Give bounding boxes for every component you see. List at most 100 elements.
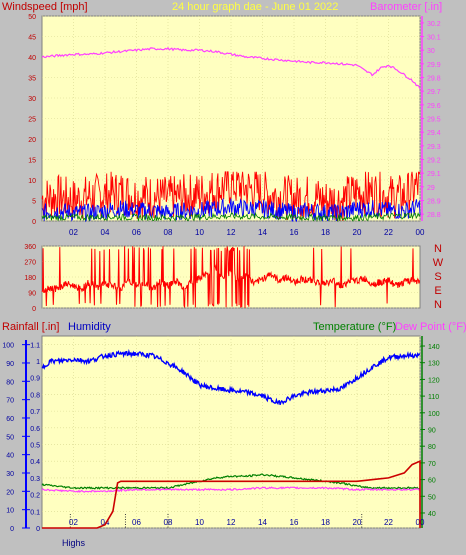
humidity-tick-label: 0 bbox=[10, 526, 14, 533]
wind-y-tick-label: 0 bbox=[32, 219, 36, 226]
compass-label: E bbox=[434, 285, 441, 297]
climate-x-tick-label: 20 bbox=[353, 518, 362, 527]
wind-y-tick-label: 5 bbox=[32, 199, 36, 206]
wind-x-tick-label: 00 bbox=[416, 228, 425, 237]
humidity-tick-label: 60 bbox=[6, 416, 14, 423]
barometer-tick-label: 29.4 bbox=[427, 130, 441, 137]
rain-tick-label: 1 bbox=[36, 359, 40, 366]
wind-y-tick-label: 30 bbox=[28, 96, 36, 103]
rainfall-line bbox=[42, 459, 421, 529]
humidity-label: Humidity bbox=[68, 321, 111, 333]
wind-y-tick-label: 50 bbox=[28, 14, 36, 21]
wind-x-tick-label: 20 bbox=[353, 228, 362, 237]
direction-y-tick-label: 180 bbox=[24, 275, 36, 282]
climate-x-tick-label: 04 bbox=[101, 518, 110, 527]
rain-tick-label: 0.9 bbox=[30, 376, 40, 383]
wind-y-tick-label: 15 bbox=[28, 158, 36, 165]
rain-tick-label: 0.6 bbox=[30, 426, 40, 433]
humidity-tick-label: 90 bbox=[6, 361, 14, 368]
wind-x-tick-label: 02 bbox=[69, 228, 78, 237]
compass-label: N bbox=[434, 299, 442, 311]
barometer-label: Barometer [.in] bbox=[370, 1, 443, 13]
wind-x-tick-label: 16 bbox=[290, 228, 299, 237]
temperature-tick-label: 60 bbox=[428, 478, 436, 485]
temperature-tick-label: 40 bbox=[428, 511, 436, 518]
barometer-tick-label: 29 bbox=[427, 185, 435, 192]
climate-x-tick-label: 12 bbox=[227, 518, 236, 527]
humidity-tick-label: 50 bbox=[6, 434, 14, 441]
direction-y-tick-label: 270 bbox=[24, 260, 36, 267]
windspeed-label: Windspeed [mph] bbox=[2, 1, 88, 13]
wind-x-tick-label: 04 bbox=[101, 228, 110, 237]
humidity-line bbox=[41, 348, 421, 406]
wind-y-tick-label: 10 bbox=[28, 178, 36, 185]
compass-label: W bbox=[433, 257, 444, 269]
wind-low-line bbox=[41, 212, 421, 223]
wind-x-tick-label: 08 bbox=[164, 228, 173, 237]
wind-x-tick-label: 06 bbox=[132, 228, 141, 237]
barometer-tick-label: 30 bbox=[427, 48, 435, 55]
barometer-tick-label: 28.9 bbox=[427, 199, 441, 206]
wind-y-tick-label: 35 bbox=[28, 76, 36, 83]
barometer-tick-label: 29.9 bbox=[427, 62, 441, 69]
wind-x-tick-label: 12 bbox=[227, 228, 236, 237]
climate-x-tick-label: 22 bbox=[384, 518, 393, 527]
rain-tick-label: 0.4 bbox=[30, 459, 40, 466]
footer-highs-label: Highs bbox=[62, 538, 86, 548]
compass-label: N bbox=[434, 243, 442, 255]
humidity-tick-label: 20 bbox=[6, 489, 14, 496]
temperature-tick-label: 80 bbox=[428, 444, 436, 451]
wind-y-tick-label: 20 bbox=[28, 137, 36, 144]
barometer-tick-label: 29.5 bbox=[427, 117, 441, 124]
wind-y-tick-label: 25 bbox=[28, 117, 36, 124]
rain-tick-label: 0.3 bbox=[30, 476, 40, 483]
climate-x-tick-label: 06 bbox=[132, 518, 141, 527]
wind-y-tick-label: 45 bbox=[28, 35, 36, 42]
temperature-tick-label: 100 bbox=[428, 411, 440, 418]
direction-y-tick-label: 90 bbox=[28, 291, 36, 298]
barometer-tick-label: 29.1 bbox=[427, 171, 441, 178]
wind-x-tick-label: 14 bbox=[258, 228, 267, 237]
humidity-tick-label: 40 bbox=[6, 453, 14, 460]
barometer-tick-label: 30.2 bbox=[427, 21, 441, 28]
humidity-tick-label: 10 bbox=[6, 508, 14, 515]
rain-tick-label: 0.2 bbox=[30, 493, 40, 500]
barometer-tick-label: 28.8 bbox=[427, 212, 441, 219]
wind-x-tick-label: 18 bbox=[321, 228, 330, 237]
barometer-tick-label: 29.7 bbox=[427, 89, 441, 96]
climate-x-tick-label: 16 bbox=[290, 518, 299, 527]
rain-tick-label: 0.5 bbox=[30, 443, 40, 450]
climate-x-tick-label: 18 bbox=[321, 518, 330, 527]
humidity-tick-label: 80 bbox=[6, 379, 14, 386]
direction-y-tick-label: 0 bbox=[32, 306, 36, 313]
temperature-tick-label: 110 bbox=[428, 394, 439, 401]
rainfall-label: Rainfall [.in] bbox=[2, 321, 60, 333]
barometer-tick-label: 29.2 bbox=[427, 158, 441, 165]
graph-title: 24 hour graph dae - June 01 2022 bbox=[172, 1, 339, 13]
climate-x-tick-label: 10 bbox=[195, 518, 204, 527]
humidity-tick-label: 100 bbox=[2, 343, 14, 350]
compass-label: S bbox=[434, 271, 441, 283]
rain-tick-label: 0.7 bbox=[30, 409, 40, 416]
temperature-tick-label: 70 bbox=[428, 461, 436, 468]
temperature-tick-label: 140 bbox=[428, 344, 440, 351]
dewpoint-label: Dew Point (°F) bbox=[395, 321, 466, 333]
rain-tick-label: 1.1 bbox=[30, 342, 40, 349]
temperature-tick-label: 130 bbox=[428, 361, 440, 368]
wind-x-tick-label: 10 bbox=[195, 228, 204, 237]
barometer-tick-label: 29.6 bbox=[427, 103, 441, 110]
temperature-label: Temperature (°F) bbox=[313, 321, 397, 333]
climate-x-tick-label: 02 bbox=[69, 518, 78, 527]
wind-average-line bbox=[41, 197, 421, 223]
barometer-tick-label: 30.1 bbox=[427, 35, 441, 42]
temperature-tick-label: 90 bbox=[428, 427, 436, 434]
wind-y-tick-label: 40 bbox=[28, 55, 36, 62]
barometer-tick-label: 29.8 bbox=[427, 76, 441, 83]
temperature-tick-label: 50 bbox=[428, 494, 436, 501]
rain-tick-label: 0.1 bbox=[30, 509, 40, 516]
wind-x-tick-label: 22 bbox=[384, 228, 393, 237]
rain-tick-label: 0.8 bbox=[30, 392, 40, 399]
humidity-tick-label: 70 bbox=[6, 398, 14, 405]
